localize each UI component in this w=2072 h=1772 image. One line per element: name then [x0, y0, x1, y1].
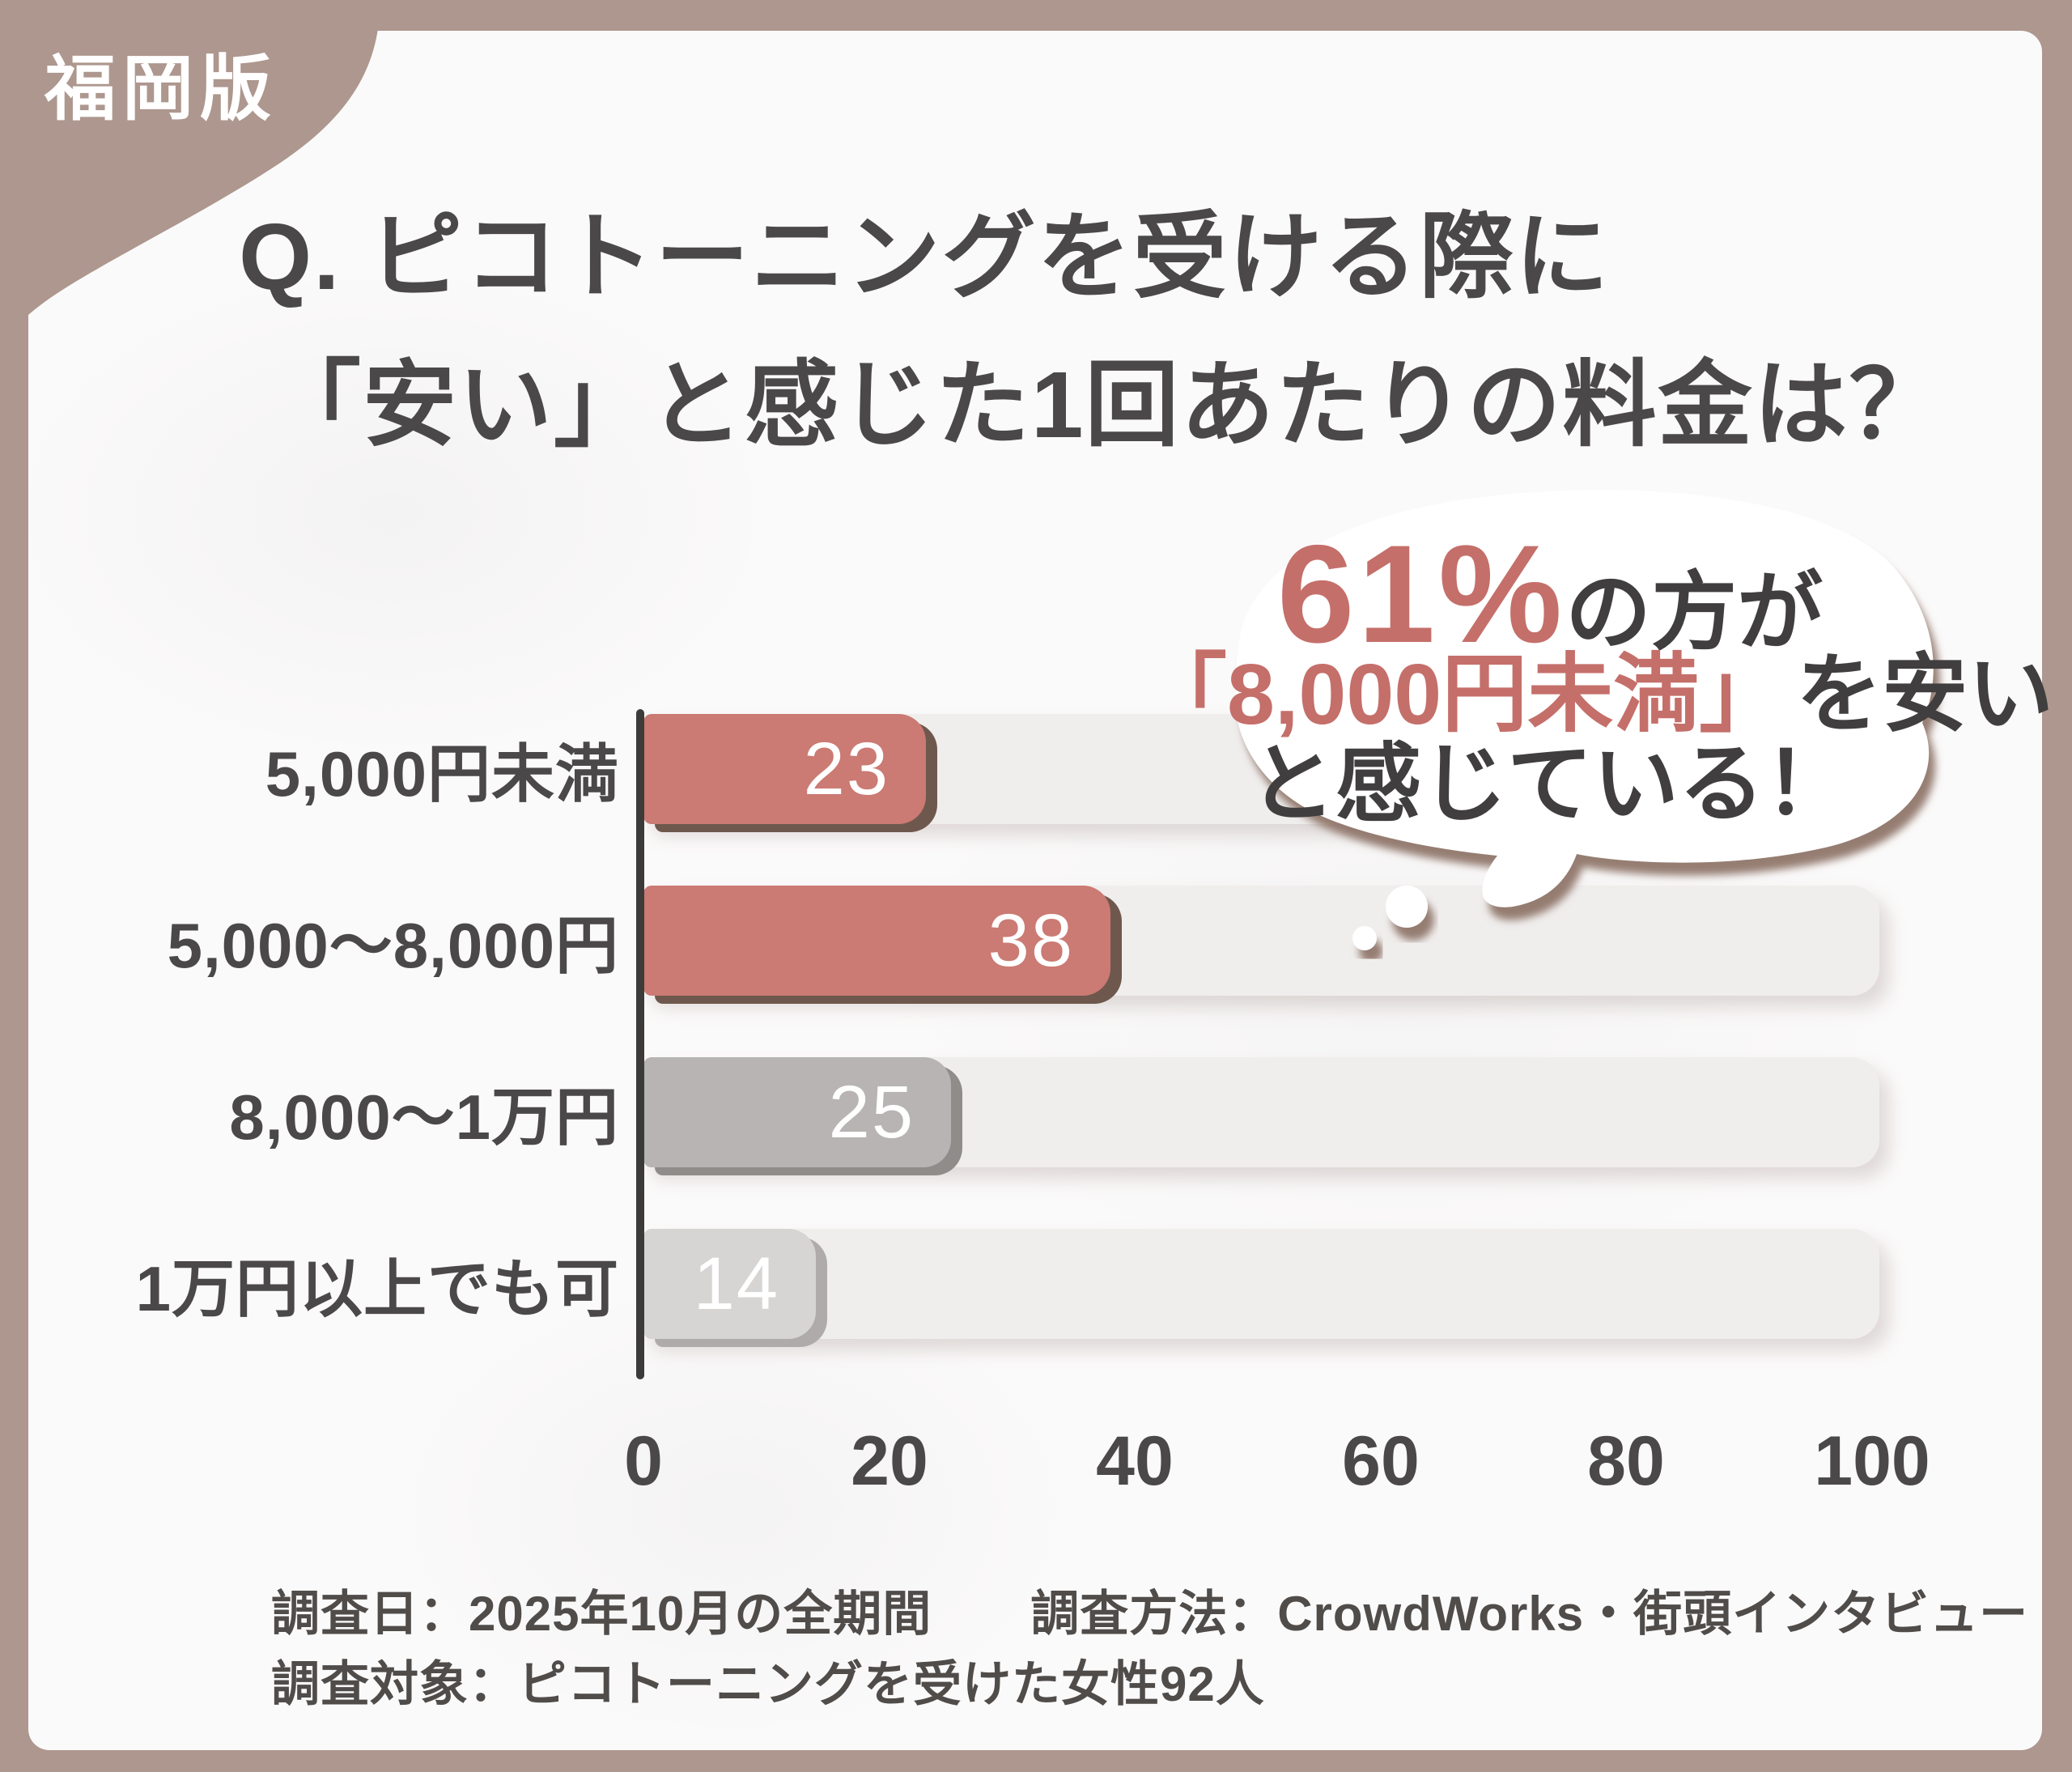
category-label: 5,000～8,000円 — [167, 910, 619, 981]
bar-value-label: 14 — [693, 1243, 779, 1325]
category-label: 1万円以上でも可 — [135, 1253, 619, 1324]
bubble-line-1: 61%の方が — [1141, 525, 1959, 664]
bubble-stat-value: 61% — [1276, 516, 1566, 672]
x-tick-label-0: 0 — [624, 1422, 663, 1500]
bubble-highlight: 「8,000円未満」 — [1141, 647, 1785, 742]
speech-bubble — [1234, 490, 1934, 950]
title-line-2: 「安い」と感じた1回あたりの料金は？ — [267, 352, 1945, 457]
thought-dot-large — [1386, 886, 1428, 928]
bubble-highlight-suffix: を安い — [1796, 647, 2054, 742]
x-tick-label-20: 20 — [851, 1422, 928, 1500]
thought-dot-small — [1352, 926, 1377, 950]
bar-3: 25 — [643, 1057, 951, 1167]
bar-track — [643, 1229, 1879, 1339]
bar-value-label: 23 — [803, 728, 890, 810]
bar-value-label: 38 — [987, 899, 1074, 982]
title-line-1: Q. ピコトーニングを受ける際に — [239, 204, 1611, 309]
bar-4: 14 — [643, 1229, 816, 1339]
bubble-line-2: 「8,000円未満」 を安い — [1141, 652, 2053, 737]
bar-1: 23 — [643, 714, 926, 824]
survey-info-line-1: 調査日：2025年10月の全期間 調査方法：CrowdWorks・街頭インタビュ… — [271, 1587, 2029, 1641]
category-label: 8,000～1万円 — [229, 1081, 619, 1153]
bubble-line-3: と感じている！ — [1141, 742, 1959, 827]
survey-info-line-2: 調査対象：ピコトーニングを受けた女性92人 — [271, 1657, 1265, 1711]
category-label: 5,000円未満 — [265, 738, 619, 810]
bar-value-label: 25 — [828, 1071, 915, 1154]
bubble-line-3-text: と感じている！ — [1250, 737, 1850, 832]
x-tick-label-60: 60 — [1342, 1422, 1420, 1500]
speech-bubble-body — [1234, 490, 1934, 907]
bubble-stat-suffix: の方が — [1565, 565, 1824, 661]
x-tick-label-100: 100 — [1814, 1422, 1930, 1500]
bar-2: 38 — [643, 886, 1110, 996]
x-tick-label-80: 80 — [1587, 1422, 1665, 1500]
y-axis-line — [636, 709, 644, 1379]
badge-corner-blob — [0, 0, 380, 350]
x-tick-label-40: 40 — [1096, 1422, 1174, 1500]
badge-label: 福岡版 — [45, 49, 278, 129]
